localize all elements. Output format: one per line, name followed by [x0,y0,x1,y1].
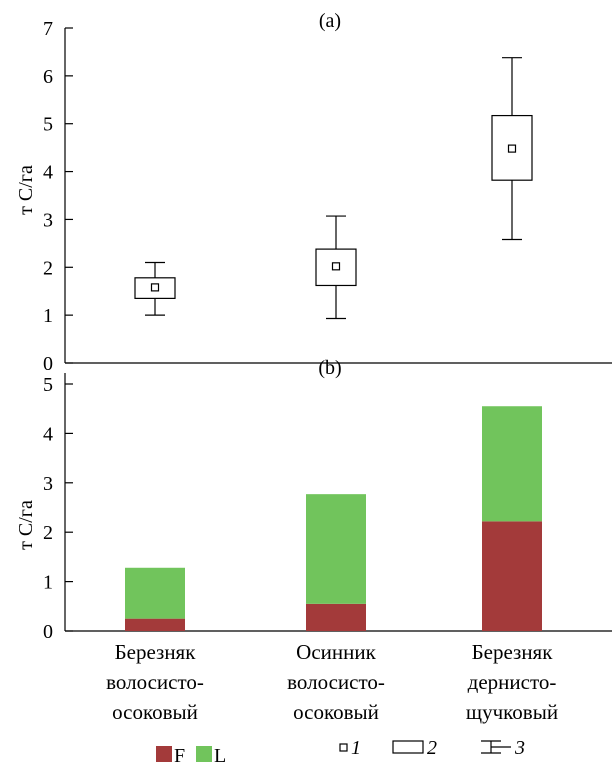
bar-segment-l [125,567,185,619]
box-rect [315,248,357,287]
panel-b-bars [125,406,542,631]
panel-b-stacked-bars: (b) т С/га 0 1 2 3 4 5 [15,357,612,643]
category-labels: Березняк волосисто-осоковый Осинник волосис… [106,640,558,724]
bar-segment-f [125,618,185,631]
box-plot-item [491,57,533,241]
panel-b-label: (b) [318,357,341,379]
category-label-line: Березняк [472,640,554,664]
mean-marker [331,262,341,271]
category-label-line: щучковый [466,700,558,724]
panel-b-tick-label: 4 [43,423,53,445]
category-label-line: осоковый [112,700,198,724]
panel-a-tick-label: 6 [43,66,53,88]
category-label-line: дернисто- [468,670,557,694]
panel-b-tick-label: 1 [43,572,53,594]
panel-b-y-ticks: 0 1 2 3 4 5 [43,374,73,643]
legend-label-l: L [214,745,226,764]
category-label-line: Березняк [115,640,197,664]
legend-box-icon [392,740,424,754]
legend-label-f: F [174,745,185,764]
panel-a-label: (a) [319,10,341,32]
panel-a-tick-label: 3 [43,209,53,231]
legend-box-symbols: 1 2 3 [339,737,525,759]
category-label-line: волосисто- [287,670,385,694]
panel-a-boxplot: (a) т С/га 0 1 2 3 4 5 6 7 [15,10,612,375]
bar-segment-l [306,494,366,604]
bar-segment-f [482,521,542,631]
legend-mean-square-icon [339,743,348,752]
panel-b-tick-label: 2 [43,522,53,544]
legend-fl: F L [156,745,226,764]
panel-b-tick-label: 5 [43,374,53,396]
mean-marker [150,283,160,292]
panel-a-tick-label: 2 [43,257,53,279]
bar-segment-l [482,406,542,522]
box-plot-item [315,215,357,320]
legend-swatch-f [156,746,172,762]
legend-label-3: 3 [514,737,525,759]
legend-swatch-l [196,746,212,762]
bar-segment-f [306,603,366,631]
panel-a-tick-label: 7 [43,18,53,40]
legend-whisker-icon [481,740,511,754]
category-label-line: Осинник [296,640,376,664]
panel-b-tick-label: 0 [43,621,53,643]
panel-a-tick-label: 1 [43,305,53,327]
legend-label-1: 1 [351,737,361,759]
panel-a-y-ticks: 0 1 2 3 4 5 6 7 [43,18,73,375]
category-label-line: осоковый [293,700,379,724]
panel-b-y-axis-label: т С/га [15,500,37,550]
panel-a-tick-label: 0 [43,353,53,375]
panel-b-tick-label: 3 [43,473,53,495]
mean-marker [507,144,517,153]
category-label-line: волосисто- [106,670,204,694]
panel-a-tick-label: 4 [43,162,53,184]
panel-a-tick-label: 5 [43,114,53,136]
panel-a-boxes [134,57,533,320]
panel-a-y-axis-label: т С/га [15,165,37,215]
legend-label-2: 2 [427,737,437,759]
box-plot-item [134,261,176,316]
